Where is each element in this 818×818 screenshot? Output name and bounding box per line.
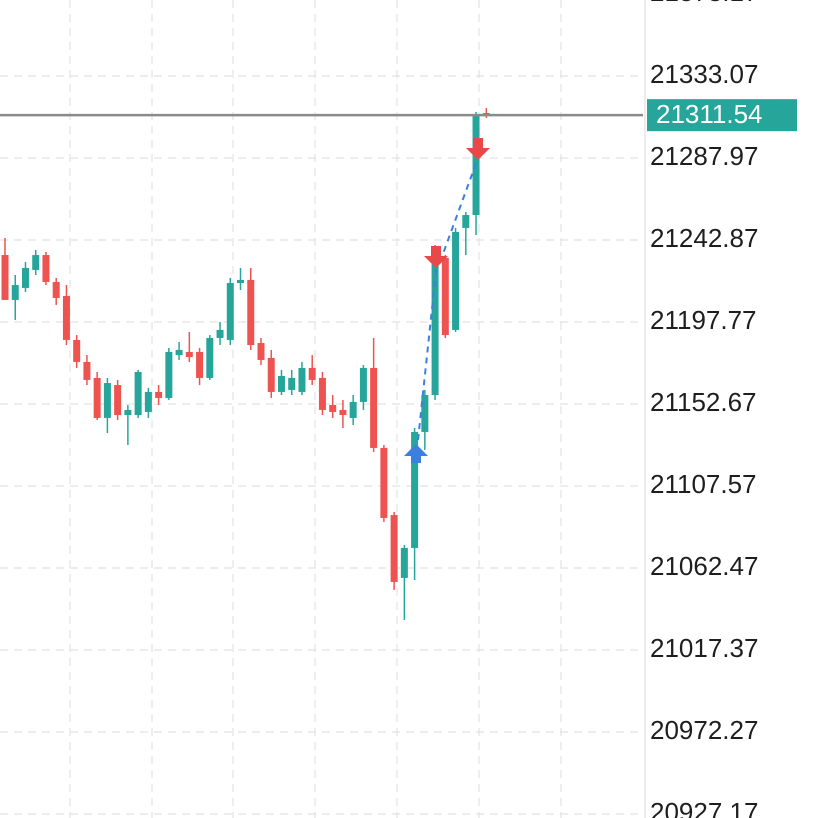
candle-body — [380, 447, 388, 518]
horizontal-grid — [0, 75, 643, 815]
y-tick-label: 20927.17 — [650, 797, 758, 818]
candle-body — [216, 329, 224, 338]
y-tick-label: 21197.77 — [650, 305, 757, 335]
current-price-label: 21311.54 — [656, 99, 763, 129]
candle-body — [165, 351, 173, 398]
candle-body — [226, 283, 234, 340]
candle-body — [267, 357, 275, 392]
candle-body — [62, 295, 70, 340]
candle-body — [441, 257, 449, 336]
candle-body — [196, 351, 204, 378]
y-tick-label: 21333.07 — [650, 59, 758, 89]
trade-line — [417, 261, 438, 441]
y-tick-label: 21242.87 — [650, 223, 758, 253]
candle-body — [144, 391, 152, 412]
candle-body — [431, 255, 439, 396]
candle-body — [298, 367, 306, 392]
candle-body — [462, 215, 470, 228]
buy-arrow — [404, 444, 428, 463]
candle-body — [400, 547, 408, 578]
candle-body — [339, 409, 347, 416]
trade-markers — [404, 138, 490, 463]
candle-body — [32, 255, 40, 270]
y-tick-label: 21062.47 — [650, 551, 758, 581]
vertical-grid — [69, 0, 562, 818]
candle-body — [134, 371, 142, 416]
candle-body — [155, 391, 163, 398]
candle-body — [21, 267, 29, 288]
candle-body — [103, 383, 111, 418]
candle-body — [42, 255, 50, 282]
candle-body — [421, 395, 429, 432]
candle-body — [452, 231, 460, 330]
y-tick-label: 21378.17 — [650, 0, 758, 7]
candle-body — [411, 431, 419, 548]
sell-arrow — [466, 138, 490, 160]
candle-body — [390, 515, 398, 582]
candle-body — [277, 375, 285, 392]
y-tick-label: 20972.27 — [650, 715, 758, 745]
candle-body — [247, 279, 255, 346]
candle-body — [73, 339, 81, 362]
candle-body — [318, 377, 326, 410]
candle-body — [52, 281, 60, 298]
candle-body — [308, 367, 316, 380]
candle-body — [11, 285, 19, 300]
candles — [1, 107, 490, 620]
y-tick-label: 21287.97 — [650, 141, 758, 171]
candle-body — [359, 367, 367, 402]
candle-body — [175, 349, 183, 356]
candle-body — [329, 405, 337, 412]
candle-body — [93, 377, 101, 418]
price-axis: 21378.17 21333.07 21287.97 21242.87 21197.77… — [650, 0, 758, 818]
trade-line — [439, 157, 479, 263]
candle-body — [257, 343, 265, 360]
candle-body — [370, 367, 378, 448]
y-tick-label: 21107.57 — [650, 469, 757, 499]
candle-body — [185, 351, 193, 358]
candle-body — [288, 377, 296, 390]
candle-body — [237, 279, 245, 284]
y-tick-label: 21152.67 — [650, 387, 757, 417]
candle-body — [124, 409, 132, 416]
candle-body — [206, 337, 214, 378]
sell-arrow — [424, 246, 448, 268]
candle-body — [114, 385, 122, 416]
candle-body — [1, 255, 9, 300]
current-price-box — [647, 99, 797, 132]
y-tick-label: 21017.37 — [650, 633, 758, 663]
candle-body — [349, 401, 357, 418]
candle-body — [83, 361, 91, 380]
current-price: 21311.54 — [0, 99, 797, 132]
